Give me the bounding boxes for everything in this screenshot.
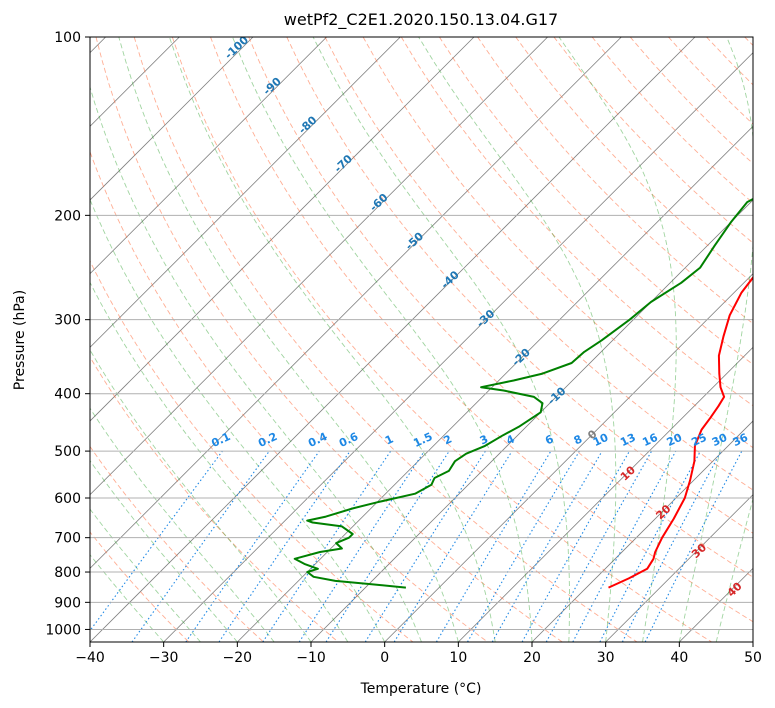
y-tick-label: 400 [54,387,81,403]
isotherm-line [90,37,327,275]
mixing-ratio-label: 25 [689,431,708,449]
dry-adiabat-line [248,37,753,578]
moist-adiabat-line [418,37,617,642]
mixing-ratio-label: 30 [710,431,730,449]
mixing-ratio-line [218,450,351,642]
moist-adiabat-line [90,349,312,642]
dry-adiabat-line [90,445,264,642]
isotherm-line [237,125,753,642]
x-axis-label: Temperature (°C) [360,681,482,697]
dry-adiabat-line [90,356,339,642]
x-tick-label: 30 [597,650,615,666]
y-tick-label: 500 [54,444,81,460]
mixing-ratio-line [185,450,320,642]
y-tick-label: 700 [54,531,81,547]
y-tick-label: 600 [54,491,81,507]
isotherm-line [90,37,475,422]
dry-adiabat-line [171,37,712,642]
moist-adiabat-line [90,459,238,642]
mixing-ratio-line [644,450,743,642]
dry-adiabat-line [477,37,753,325]
x-tick-label: −30 [149,650,179,666]
y-tick-label: 200 [54,208,81,224]
temperature-profile-line [608,275,753,589]
dry-adiabat-line [324,37,753,491]
dry-adiabat-line [90,259,414,642]
isotherm-line [163,52,753,642]
mixing-ratio-line [325,450,450,642]
mixing-ratio-label: 13 [618,431,637,449]
series-group [293,197,753,589]
chart-title: wetPf2_C2E1.2020.150.13.04.G17 [284,10,558,30]
x-tick-label: 0 [380,650,389,666]
moist-adiabat-line [232,37,533,642]
moist-adiabat-line [312,37,570,642]
y-tick-label: 1000 [45,622,81,638]
dry-adiabat-line [362,37,753,449]
mixing-ratio-line [90,450,223,632]
moist-adiabat-line [558,37,677,642]
axis-ticks-group: −40 −30 −20 −10 0 10 20 30 40 50 100 200 300 400 500 60… [45,30,762,666]
isotherm-line [90,37,254,201]
y-tick-label: 900 [54,595,81,611]
moist-adiabat-line [90,281,349,642]
mixing-ratio-line [393,450,513,642]
dry-adiabat-line [400,37,753,407]
mixing-ratio-label: 16 [640,431,660,449]
x-tick-label: −40 [75,650,105,666]
y-tick-label: 100 [54,30,81,46]
mixing-ratio-line [521,450,630,642]
mixing-ratio-label: 10 [591,431,611,449]
mixing-ratio-line [545,450,653,642]
moist-adiabat-line [168,37,496,642]
isotherm-line [458,346,753,642]
moist-adiabat-line [715,497,753,642]
isotherm-line [90,37,696,642]
dry-adiabat-line [90,531,190,642]
x-tick-label: 40 [670,650,688,666]
dewpoint-profile-line [293,197,753,589]
mixing-ratio-label: 20 [665,431,685,449]
dry-adiabat-line [95,37,563,642]
dry-adiabat-line [210,37,753,623]
isotherm-line [90,37,548,496]
isotherm-line [605,494,753,642]
isotherm-line [384,273,753,642]
isotherm-line [90,37,401,348]
x-tick-label: −20 [223,650,253,666]
x-tick-label: −10 [296,650,326,666]
isotherm-line [531,420,753,642]
mixing-ratio-label: 36 [731,431,751,449]
moist-adiabat-line [90,407,275,642]
moist-adiabat-line [678,37,753,642]
background-lines-group [90,37,753,642]
y-tick-label: 300 [54,313,81,329]
mixing-ratio-line [131,450,270,642]
moist-adiabat-line [90,198,386,642]
pressure-grid-group [90,37,753,630]
moist-adiabat-line [118,37,459,642]
x-tick-label: 50 [744,650,762,666]
dry-adiabat-line [439,37,753,365]
mixing-ratio-line [298,450,425,642]
mixing-ratio-line [572,450,677,642]
dry-adiabat-line [90,150,488,642]
dry-adiabat-line [133,37,638,642]
x-tick-label: 20 [523,650,541,666]
dry-adiabat-line [286,37,753,534]
y-tick-label: 800 [54,565,81,581]
y-axis-label: Pressure (hPa) [12,290,28,390]
plot-frame [89,36,754,643]
x-tick-label: 10 [449,650,467,666]
isotherm-line [90,37,622,569]
mixing-ratio-line [262,450,392,642]
